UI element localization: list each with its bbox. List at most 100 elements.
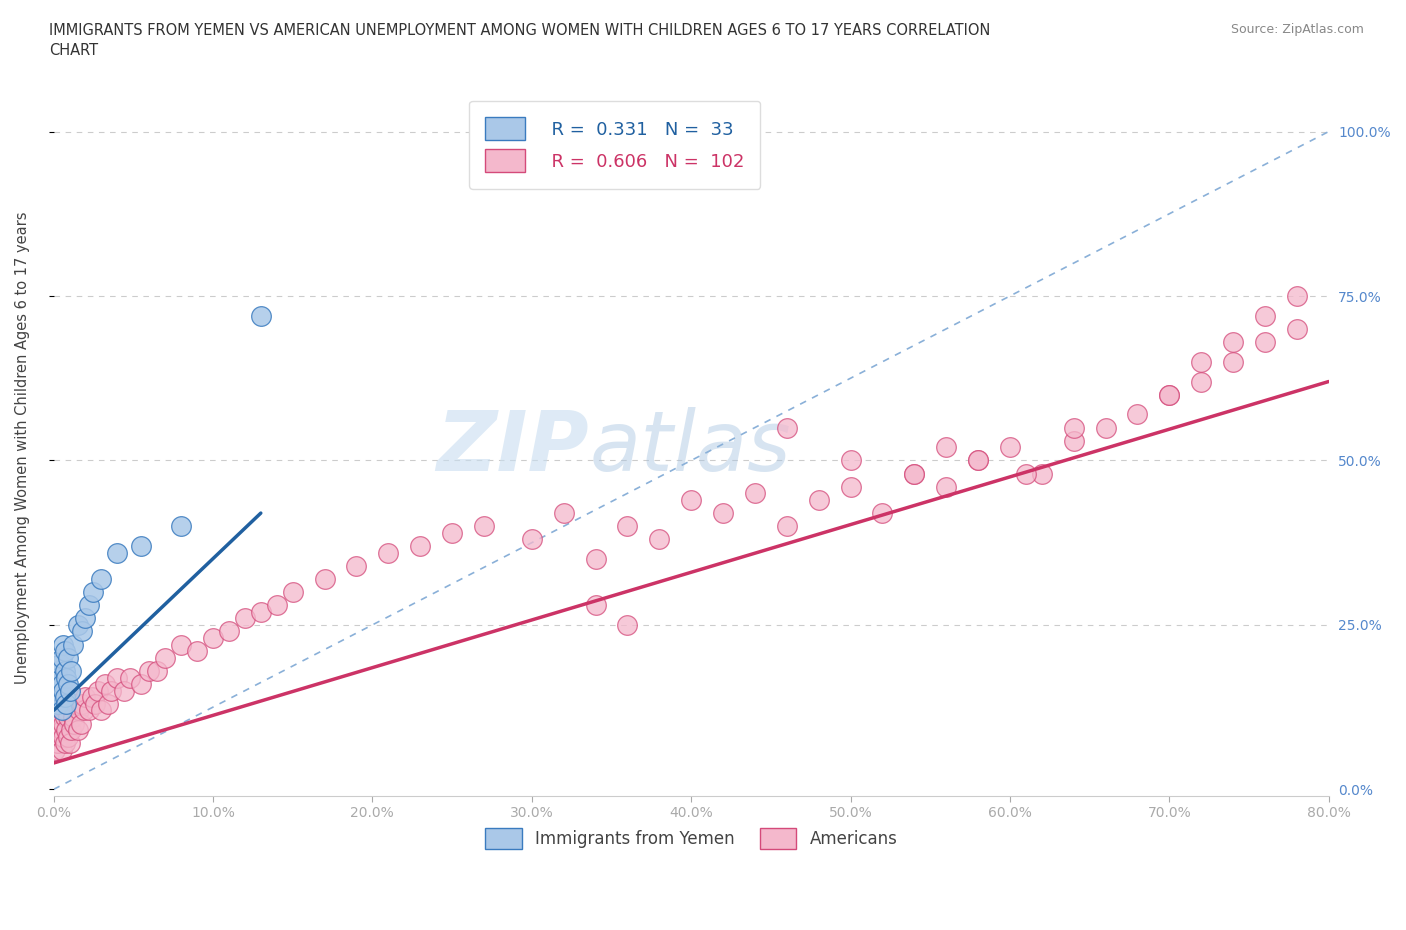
Point [105,545,128,560]
Point [807,493,830,508]
Point [1015,466,1038,481]
Point [346,558,368,573]
Point [75,690,97,705]
Point [45,723,67,737]
Point [616,519,638,534]
Point [60,723,83,737]
Text: IMMIGRANTS FROM YEMEN VS AMERICAN UNEMPLOYMENT AMONG WOMEN WITH CHILDREN AGES 6 : IMMIGRANTS FROM YEMEN VS AMERICAN UNEMPL… [49,23,991,58]
Point [48,684,70,698]
Point [49,657,72,671]
Point [967,453,990,468]
Point [58,684,80,698]
Text: ZIP: ZIP [436,406,589,488]
Point [1159,387,1181,402]
Point [153,650,176,665]
Point [1189,354,1212,369]
Point [520,532,543,547]
Point [616,618,638,632]
Point [87,684,110,698]
Point [648,532,671,547]
Point [77,598,100,613]
Point [53,690,76,705]
Point [112,684,135,698]
Point [1031,466,1053,481]
Point [1189,374,1212,389]
Point [56,710,79,724]
Point [56,729,79,744]
Point [73,703,96,718]
Point [51,677,73,692]
Point [97,697,120,711]
Point [839,453,862,468]
Point [1222,335,1244,350]
Point [472,519,495,534]
Point [58,697,80,711]
Point [90,703,112,718]
Point [45,736,67,751]
Point [281,585,304,600]
Point [186,644,208,658]
Point [776,420,799,435]
Point [45,716,67,731]
Point [1063,433,1085,448]
Point [66,618,89,632]
Point [67,703,90,718]
Point [55,723,77,737]
Point [52,716,75,731]
Point [55,697,77,711]
Point [903,466,925,481]
Point [75,611,97,626]
Point [48,723,70,737]
Point [146,663,169,678]
Point [82,585,104,600]
Point [90,571,112,586]
Point [266,598,288,613]
Point [249,604,271,619]
Point [72,697,94,711]
Point [55,703,77,718]
Point [56,650,79,665]
Point [65,697,87,711]
Point [935,440,957,455]
Point [585,598,607,613]
Point [776,519,799,534]
Point [553,506,575,521]
Point [44,742,66,757]
Point [84,697,107,711]
Point [51,703,73,718]
Point [53,736,76,751]
Point [967,453,990,468]
Point [681,493,703,508]
Point [49,729,72,744]
Point [129,677,152,692]
Point [1222,354,1244,369]
Point [58,736,80,751]
Point [1254,335,1277,350]
Point [48,697,70,711]
Point [51,742,73,757]
Point [77,703,100,718]
Point [1254,309,1277,324]
Point [100,684,122,698]
Point [585,551,607,566]
Point [69,716,91,731]
Point [44,690,66,705]
Point [998,440,1021,455]
Point [872,506,894,521]
Point [201,631,224,645]
Point [45,677,67,692]
Point [62,710,84,724]
Point [249,309,271,324]
Point [314,571,336,586]
Point [49,690,72,705]
Point [48,736,70,751]
Point [839,479,862,494]
Point [935,479,957,494]
Point [93,677,115,692]
Point [49,716,72,731]
Point [52,684,75,698]
Point [1285,322,1308,337]
Point [903,466,925,481]
Point [48,671,70,685]
Text: atlas: atlas [589,406,790,488]
